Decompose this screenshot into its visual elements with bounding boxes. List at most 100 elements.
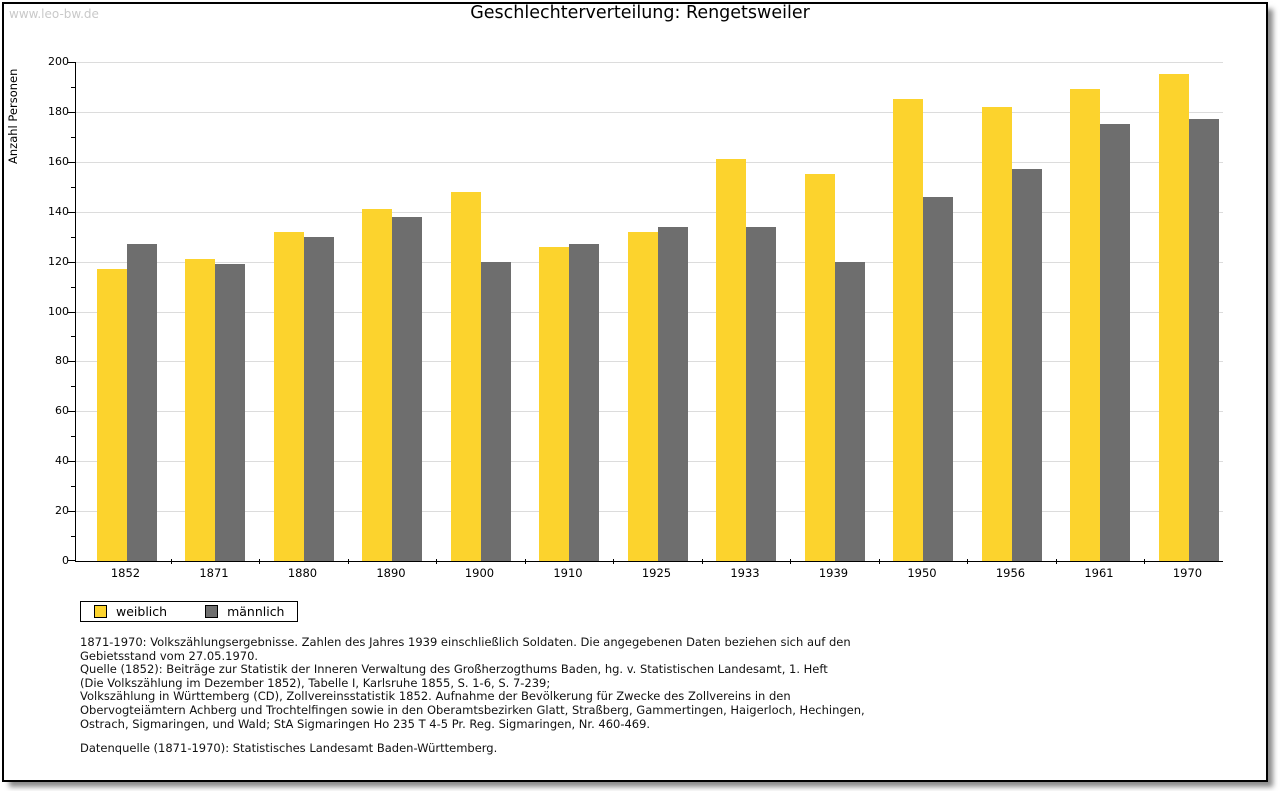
x-axis-label-1925: 1925: [641, 566, 672, 580]
footnote-line-2: Gebietsstand vom 27.05.1970.: [80, 648, 259, 663]
footnote-line-7: Ostrach, Sigmaringen, und Wald; StA Sigm…: [80, 716, 651, 731]
bar-series0-1852: [96, 269, 127, 561]
gridline-160: [76, 161, 1223, 163]
x-tick-5: [524, 559, 526, 564]
y-tick-10: [71, 536, 76, 538]
y-tick-190: [71, 86, 76, 88]
y-tick-100: [68, 311, 76, 313]
x-axis-label-1871: 1871: [199, 566, 229, 580]
footnote-line-6: Obervogteiämtern Achberg und Trochtelfin…: [80, 702, 865, 717]
watermark: www.leo-bw.de: [9, 7, 99, 21]
y-axis-label-180: 180: [48, 104, 69, 118]
y-axis-label-120: 120: [48, 254, 69, 268]
bar-series0-1880: [273, 231, 304, 561]
y-axis-label-140: 140: [48, 204, 69, 218]
footnote-line-4: (Die Volkszählung im Dezember 1852), Tab…: [80, 675, 551, 690]
x-tick-8: [790, 559, 792, 564]
y-axis-label-80: 80: [55, 354, 69, 368]
bar-series0-1900: [450, 191, 481, 561]
y-tick-30: [71, 486, 76, 488]
gridline-140: [76, 211, 1223, 213]
legend-item-1: männlich: [205, 604, 284, 619]
x-tick-3: [347, 559, 349, 564]
y-tick-140: [68, 211, 76, 213]
y-tick-110: [71, 286, 76, 288]
x-axis-label-1890: 1890: [376, 566, 406, 580]
footnotes: 1871-1970: Volkszählungsergebnisse. Zahl…: [80, 635, 865, 731]
x-axis-label-1956: 1956: [995, 566, 1026, 580]
bar-series0-1871: [185, 259, 215, 561]
gridline-200: [76, 62, 1223, 63]
y-tick-90: [71, 336, 76, 338]
y-tick-50: [71, 436, 76, 438]
y-axis-label-20: 20: [55, 504, 69, 518]
x-tick-2: [259, 559, 261, 564]
legend: weiblich männlich: [80, 601, 299, 622]
x-tick-9: [878, 559, 880, 564]
y-tick-120: [68, 261, 76, 263]
x-tick-6: [613, 559, 615, 564]
bar-series1-1852: [126, 244, 157, 561]
x-axis-label-1933: 1933: [730, 566, 760, 580]
bar-series1-1950: [923, 196, 953, 561]
bar-series0-1939: [804, 174, 835, 561]
footnote-line-3: Quelle (1852): Beiträge zur Statistik de…: [80, 662, 828, 677]
bar-series1-1900: [480, 261, 511, 561]
bar-series1-1871: [215, 264, 245, 561]
bar-series1-1910: [569, 244, 599, 561]
y-tick-150: [71, 186, 76, 188]
y-tick-40: [68, 461, 76, 463]
y-axis-label-40: 40: [55, 454, 69, 468]
y-tick-160: [68, 161, 76, 163]
legend-swatch-1: [205, 605, 219, 618]
bar-series0-1970: [1158, 74, 1189, 561]
y-tick-170: [71, 136, 76, 138]
x-tick-12: [1144, 559, 1146, 564]
bar-series1-1939: [834, 261, 865, 561]
bar-series0-1950: [893, 99, 923, 561]
bar-series1-1933: [746, 226, 776, 561]
y-axis-label-100: 100: [48, 304, 69, 318]
y-tick-200: [68, 62, 76, 63]
y-axis-title: Anzahl Personen: [6, 68, 20, 164]
chart-title: Geschlechterverteilung: Rengetsweiler: [470, 3, 810, 23]
y-axis-label-0: 0: [62, 554, 69, 567]
y-tick-180: [68, 111, 76, 113]
legend-label-1: männlich: [227, 604, 285, 619]
x-axis-label-1961: 1961: [1084, 566, 1114, 580]
plot-area: [68, 62, 1223, 564]
bar-series1-1970: [1188, 119, 1219, 561]
y-tick-130: [71, 236, 76, 238]
bar-series0-1933: [716, 159, 746, 561]
legend-item-0: weiblich: [94, 604, 167, 619]
footnote-line-5: Volkszählung in Württemberg (CD), Zollve…: [80, 689, 791, 704]
y-tick-0: [68, 560, 76, 561]
x-axis-label-1900: 1900: [464, 566, 495, 580]
bar-series1-1961: [1100, 124, 1130, 561]
legend-label-0: weiblich: [116, 604, 168, 619]
x-axis-label-1950: 1950: [907, 566, 937, 580]
footnote-line-1: 1871-1970: Volkszählungsergebnisse. Zahl…: [80, 635, 851, 649]
bar-series0-1890: [362, 209, 392, 561]
y-axis-label-200: 200: [48, 55, 69, 68]
x-axis-label-1970: 1970: [1172, 566, 1203, 580]
bar-series1-1890: [392, 216, 422, 561]
y-axis-label-60: 60: [55, 404, 69, 418]
x-axis-label-1852: 1852: [110, 566, 141, 580]
bar-series0-1910: [539, 246, 569, 561]
legend-swatch-0: [94, 605, 107, 618]
data-source-line: Datenquelle (1871-1970): Statistisches L…: [80, 741, 498, 755]
x-axis-label-1939: 1939: [818, 566, 849, 580]
x-tick-10: [967, 559, 969, 564]
x-tick-1: [170, 559, 172, 564]
x-axis-label-1910: 1910: [553, 566, 583, 580]
y-tick-20: [68, 511, 76, 513]
y-tick-70: [71, 386, 76, 388]
x-axis-label-1880: 1880: [287, 566, 318, 580]
bar-series0-1956: [981, 106, 1012, 561]
y-tick-80: [68, 361, 76, 363]
y-tick-60: [68, 411, 76, 413]
x-tick-7: [701, 559, 703, 564]
bar-series1-1956: [1011, 169, 1042, 561]
y-axis-label-160: 160: [48, 154, 69, 168]
